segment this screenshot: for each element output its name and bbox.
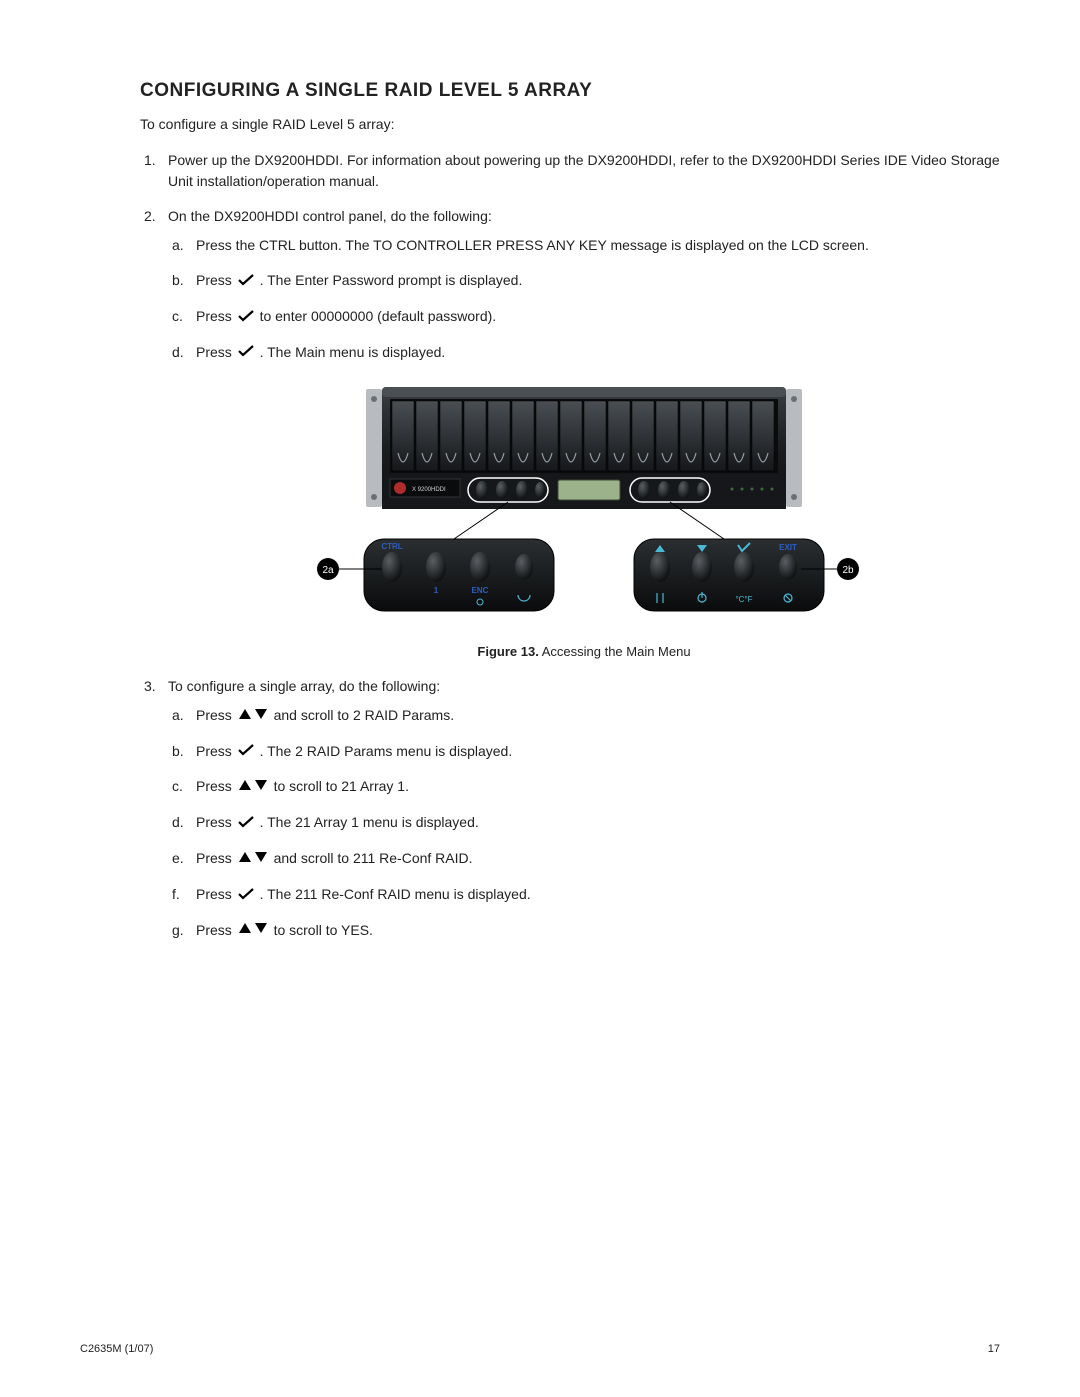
step-2b-post: . The Enter Password prompt is displayed… — [260, 272, 523, 288]
step-2a: Press the CTRL button. The TO CONTROLLER… — [196, 235, 1000, 256]
left-detail-panel: CTRL 1 ENC 2a — [317, 539, 554, 611]
step-3c: Press to scroll to 21 Array 1. — [196, 776, 1000, 798]
figure-label-rest: Accessing the Main Menu — [539, 644, 691, 659]
step-3d-pre: Press — [196, 814, 236, 830]
check-icon — [238, 813, 254, 834]
step-2d-pre: Press — [196, 344, 236, 360]
check-icon — [238, 271, 254, 292]
step-3e: Press and scroll to 211 Re-Conf RAID. — [196, 848, 1000, 870]
step-3: To configure a single array, do the foll… — [168, 676, 1000, 942]
step-3e-pre: Press — [196, 850, 236, 866]
svg-text:1: 1 — [434, 586, 439, 595]
page-footer: C2635M (1/07) 17 — [80, 1343, 1000, 1355]
step-1: Power up the DX9200HDDI. For information… — [168, 150, 1000, 192]
step-3f-post: . The 211 Re-Conf RAID menu is displayed… — [260, 886, 531, 902]
step-3f: Press . The 211 Re-Conf RAID menu is dis… — [196, 884, 1000, 906]
check-icon — [238, 741, 254, 762]
up-down-icon — [238, 777, 268, 798]
step-3f-pre: Press — [196, 886, 236, 902]
step-3a-pre: Press — [196, 707, 236, 723]
right-detail-panel: EXIT °C°F 2b — [634, 539, 859, 611]
step-3e-post: and scroll to 211 Re-Conf RAID. — [274, 850, 473, 866]
step-3g: Press to scroll to YES. — [196, 920, 1000, 942]
step-3a: Press and scroll to 2 RAID Params. — [196, 705, 1000, 727]
step-2: On the DX9200HDDI control panel, do the … — [168, 206, 1000, 662]
intro-text: To configure a single RAID Level 5 array… — [140, 116, 1000, 132]
step-2-substeps: Press the CTRL button. The TO CONTROLLER… — [168, 235, 1000, 363]
figure-label-bold: Figure 13. — [477, 644, 538, 659]
step-3b: Press . The 2 RAID Params menu is displa… — [196, 741, 1000, 763]
step-2d-post: . The Main menu is displayed. — [260, 344, 446, 360]
step-2b-pre: Press — [196, 272, 236, 288]
svg-text:2b: 2b — [842, 565, 854, 576]
figure-13: X 9200HDDI — [168, 381, 1000, 662]
check-icon — [238, 885, 254, 906]
step-3d-post: . The 21 Array 1 menu is displayed. — [260, 814, 479, 830]
footer-page-number: 17 — [988, 1343, 1000, 1355]
step-3c-pre: Press — [196, 778, 236, 794]
device-illustration: X 9200HDDI — [284, 381, 884, 626]
step-2c: Press to enter 00000000 (default passwor… — [196, 306, 1000, 328]
step-2d: Press . The Main menu is displayed. — [196, 342, 1000, 364]
step-3-substeps: Press and scroll to 2 RAID Params. Press… — [168, 705, 1000, 942]
step-2-text: On the DX9200HDDI control panel, do the … — [168, 208, 492, 224]
primary-steps: Power up the DX9200HDDI. For information… — [140, 150, 1000, 941]
svg-text:°C°F: °C°F — [735, 595, 752, 604]
footer-doc-id: C2635M (1/07) — [80, 1343, 153, 1355]
step-2c-pre: Press — [196, 308, 236, 324]
svg-text:ENC: ENC — [472, 586, 489, 595]
step-3b-pre: Press — [196, 743, 236, 759]
step-3c-post: to scroll to 21 Array 1. — [274, 778, 409, 794]
page-title: CONFIGURING A SINGLE RAID LEVEL 5 ARRAY — [140, 80, 1000, 102]
figure-caption: Figure 13. Accessing the Main Menu — [168, 642, 1000, 662]
step-3d: Press . The 21 Array 1 menu is displayed… — [196, 812, 1000, 834]
step-3g-pre: Press — [196, 922, 236, 938]
check-icon — [238, 342, 254, 363]
svg-text:X 9200HDDI: X 9200HDDI — [412, 487, 446, 493]
step-3g-post: to scroll to YES. — [274, 922, 373, 938]
up-down-icon — [238, 920, 268, 941]
svg-text:CTRL: CTRL — [381, 542, 402, 551]
svg-text:EXIT: EXIT — [779, 543, 797, 552]
svg-text:2a: 2a — [322, 565, 334, 576]
check-icon — [238, 307, 254, 328]
step-3b-post: . The 2 RAID Params menu is displayed. — [260, 743, 513, 759]
step-3a-post: and scroll to 2 RAID Params. — [274, 707, 455, 723]
up-down-icon — [238, 706, 268, 727]
up-down-icon — [238, 849, 268, 870]
step-3-text: To configure a single array, do the foll… — [168, 678, 440, 694]
step-2b: Press . The Enter Password prompt is dis… — [196, 270, 1000, 292]
step-2c-post: to enter 00000000 (default password). — [260, 308, 497, 324]
